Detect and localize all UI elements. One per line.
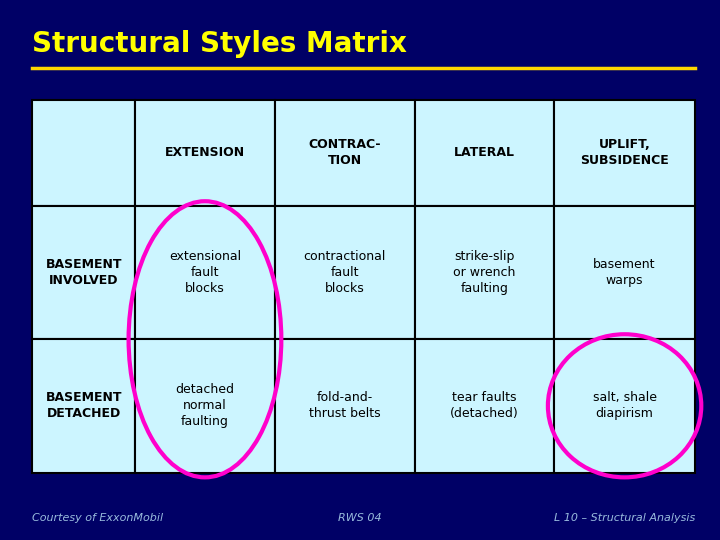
Text: BASEMENT
INVOLVED: BASEMENT INVOLVED [45, 258, 122, 287]
FancyBboxPatch shape [554, 339, 695, 472]
Text: LATERAL: LATERAL [454, 146, 515, 159]
FancyBboxPatch shape [32, 339, 135, 472]
FancyBboxPatch shape [135, 339, 275, 472]
FancyBboxPatch shape [554, 206, 695, 339]
Text: contractional
fault
blocks: contractional fault blocks [304, 250, 386, 295]
Text: CONTRAC-
TION: CONTRAC- TION [308, 138, 381, 167]
FancyBboxPatch shape [135, 100, 275, 206]
FancyBboxPatch shape [275, 206, 415, 339]
Text: tear faults
(detached): tear faults (detached) [450, 392, 519, 420]
Text: UPLIFT,
SUBSIDENCE: UPLIFT, SUBSIDENCE [580, 138, 669, 167]
FancyBboxPatch shape [135, 206, 275, 339]
Text: fold-and-
thrust belts: fold-and- thrust belts [309, 392, 381, 420]
Text: extensional
fault
blocks: extensional fault blocks [169, 250, 241, 295]
Text: Structural Styles Matrix: Structural Styles Matrix [32, 30, 408, 58]
Text: EXTENSION: EXTENSION [165, 146, 245, 159]
Text: detached
normal
faulting: detached normal faulting [176, 383, 235, 428]
FancyBboxPatch shape [32, 206, 135, 339]
FancyBboxPatch shape [554, 100, 695, 206]
Text: BASEMENT
DETACHED: BASEMENT DETACHED [45, 392, 122, 420]
FancyBboxPatch shape [275, 100, 415, 206]
Text: salt, shale
diapirism: salt, shale diapirism [593, 392, 657, 420]
FancyBboxPatch shape [32, 100, 135, 206]
FancyBboxPatch shape [415, 206, 554, 339]
Text: basement
warps: basement warps [593, 258, 656, 287]
Text: strike-slip
or wrench
faulting: strike-slip or wrench faulting [454, 250, 516, 295]
Text: Courtesy of ExxonMobil: Courtesy of ExxonMobil [32, 514, 163, 523]
Text: RWS 04: RWS 04 [338, 514, 382, 523]
FancyBboxPatch shape [415, 100, 554, 206]
FancyBboxPatch shape [275, 339, 415, 472]
Text: L 10 – Structural Analysis: L 10 – Structural Analysis [554, 514, 695, 523]
FancyBboxPatch shape [415, 339, 554, 472]
